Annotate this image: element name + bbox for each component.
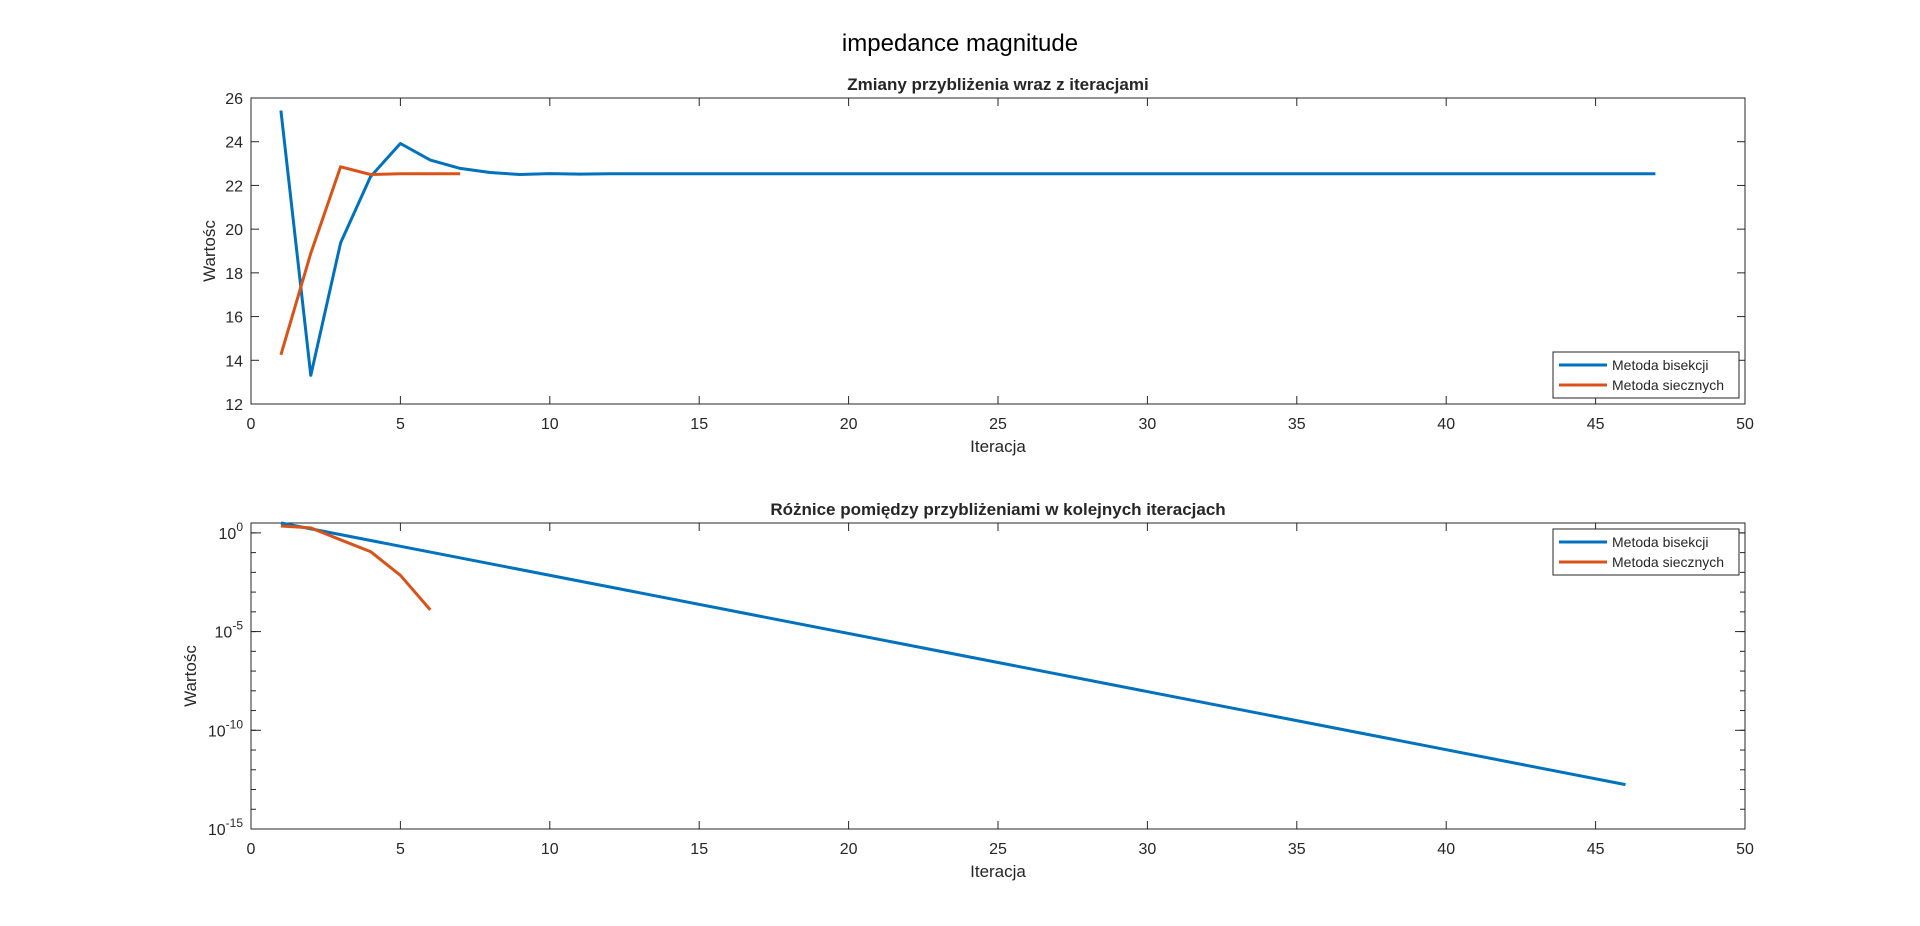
y-tick-label: 10-15	[208, 816, 243, 839]
x-tick-label: 0	[247, 416, 256, 433]
axes-box	[250, 97, 1746, 405]
axes-title: Zmiany przybliżenia wraz z iteracjami	[847, 75, 1148, 94]
legend-label: Metoda siecznych	[1612, 377, 1724, 393]
x-axis-label: Iteracja	[970, 862, 1026, 881]
x-tick-label: 50	[1736, 416, 1754, 433]
x-tick-label: 35	[1288, 841, 1306, 858]
y-tick-label: 18	[225, 266, 243, 283]
x-axis-label: Iteracja	[970, 437, 1026, 456]
x-tick-label: 45	[1587, 841, 1605, 858]
series-line	[279, 165, 461, 356]
x-tick-label: 25	[989, 416, 1007, 433]
x-tick-label: 15	[690, 841, 708, 858]
x-tick-label: 25	[989, 841, 1007, 858]
y-axis-label: Wartośc	[181, 645, 200, 707]
legend-label: Metoda bisekcji	[1612, 534, 1709, 550]
x-tick-label: 50	[1736, 841, 1754, 858]
y-tick-label: 24	[225, 135, 243, 152]
legend-label: Metoda siecznych	[1612, 554, 1724, 570]
axes-box	[250, 522, 1746, 830]
y-tick-label: 100	[219, 520, 244, 543]
y-tick-label: 10-10	[208, 717, 243, 740]
axes-title: Różnice pomiędzy przybliżeniami w kolejn…	[770, 500, 1225, 519]
x-tick-label: 10	[541, 416, 559, 433]
series-line	[279, 110, 1656, 377]
series-line	[280, 521, 1626, 787]
y-tick-label: 12	[225, 397, 243, 414]
x-tick-label: 40	[1437, 841, 1455, 858]
y-tick-label: 16	[225, 310, 243, 327]
x-tick-label: 40	[1437, 416, 1455, 433]
x-tick-label: 20	[840, 841, 858, 858]
legend-box	[1552, 351, 1740, 399]
y-tick-label: 26	[225, 91, 243, 108]
x-tick-label: 45	[1587, 416, 1605, 433]
legend-box	[1552, 528, 1740, 576]
x-tick-label: 5	[396, 416, 405, 433]
y-tick-label: 10-5	[215, 619, 244, 642]
series-line	[280, 524, 432, 611]
x-tick-label: 10	[541, 841, 559, 858]
x-tick-label: 15	[690, 416, 708, 433]
x-tick-label: 5	[396, 841, 405, 858]
y-axis-label: Wartośc	[200, 220, 219, 282]
axes-2: 0 5 10 15 20 25 30 35 40 45 50 100 10-5 10-10 10-15 Róż…	[181, 500, 1754, 881]
x-tick-label: 20	[840, 416, 858, 433]
x-tick-label: 35	[1288, 416, 1306, 433]
y-tick-label: 20	[225, 222, 243, 239]
x-tick-label: 30	[1139, 841, 1157, 858]
x-tick-label: 30	[1139, 416, 1157, 433]
figure-title: impedance magnitude	[841, 30, 1079, 57]
x-tick-label: 0	[247, 841, 256, 858]
axes-1: 0 5 10 15 20 25 30 35 40 45 50 12 14 16 18 20 22 24 26 Zmia…	[200, 75, 1754, 456]
legend-label: Metoda bisekcji	[1612, 357, 1709, 373]
y-tick-label: 22	[225, 178, 243, 195]
y-tick-label: 14	[225, 353, 243, 370]
